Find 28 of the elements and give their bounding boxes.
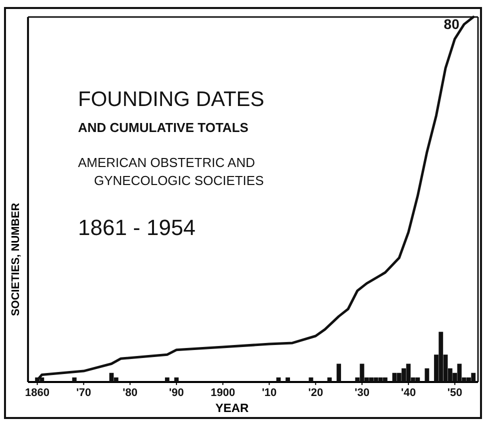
x-tick-label: '50 (447, 386, 462, 399)
bar (276, 377, 281, 382)
x-tick-label: 1860 (25, 386, 50, 399)
x-tick-label: '30 (354, 386, 370, 399)
x-tick-label: '40 (400, 386, 416, 399)
bar (336, 364, 342, 382)
annotation: 1861 - 1954 (78, 215, 196, 240)
y-axis-title: SOCIETIES, NUMBER (10, 202, 22, 316)
annotation: AMERICAN OBSTETRIC AND GYNECOLOGIC SOCIETIES (78, 155, 264, 188)
x-tick-label: 1900 (210, 386, 236, 399)
bar (72, 377, 77, 382)
x-tick-label: '80 (122, 386, 138, 399)
bar (415, 377, 420, 382)
bar (424, 368, 430, 382)
annotation: 80 (444, 16, 460, 32)
text: FOUNDING DATES (78, 88, 264, 111)
x-tick-label: '70 (76, 386, 92, 399)
bar (308, 377, 314, 382)
bar (114, 377, 118, 382)
x-tick-label: '90 (169, 386, 184, 399)
bar (327, 377, 332, 382)
text: AND CUMULATIVE TOTALS (78, 120, 249, 135)
x-axis-title: YEAR (215, 401, 249, 415)
x-tick-label: '20 (308, 386, 324, 399)
bar (174, 377, 179, 382)
x-tick-label: '10 (262, 386, 277, 399)
bar (164, 377, 170, 382)
bar (286, 377, 290, 382)
